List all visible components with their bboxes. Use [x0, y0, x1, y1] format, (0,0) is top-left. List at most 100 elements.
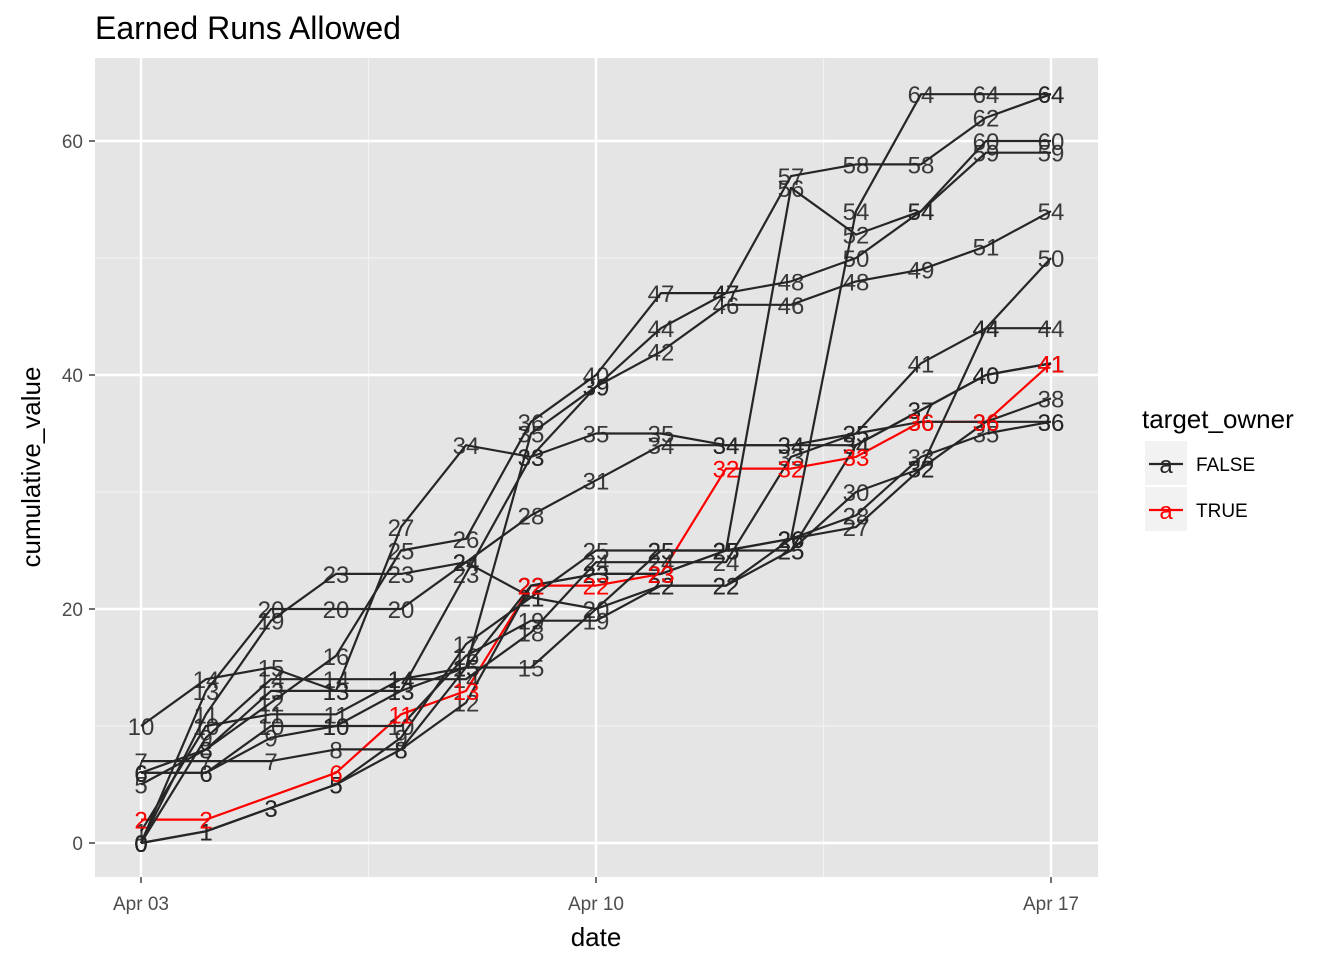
y-tick-label: 0	[72, 834, 83, 855]
point-label: 14	[193, 667, 220, 694]
x-tick-label: Apr 10	[568, 894, 624, 915]
point-label: 54	[1038, 199, 1065, 226]
point-label: 23	[583, 562, 610, 589]
point-label: 26	[778, 527, 805, 554]
point-label: 15	[258, 656, 285, 683]
point-label: 14	[323, 667, 350, 694]
point-label: 25	[648, 539, 675, 566]
point-label: 17	[453, 632, 480, 659]
point-label: 35	[518, 422, 545, 449]
point-label: 25	[388, 539, 415, 566]
point-label: 34	[843, 433, 870, 460]
point-label: 52	[843, 223, 870, 250]
point-label: 28	[843, 503, 870, 530]
point-label: 25	[648, 539, 675, 566]
point-label: 21	[518, 585, 545, 612]
y-tick-label: 60	[62, 132, 83, 153]
point-label: 6	[134, 761, 147, 788]
point-label: 32	[778, 457, 805, 484]
point-label: 25	[713, 539, 740, 566]
point-label: 5	[329, 773, 342, 800]
point-label: 47	[648, 281, 675, 308]
point-label: 35	[648, 422, 675, 449]
point-label: 54	[908, 199, 935, 226]
point-label: 36	[908, 410, 935, 437]
point-label: 24	[713, 550, 740, 577]
point-label: 3	[264, 796, 277, 823]
point-label: 0	[134, 831, 147, 858]
point-label: 50	[1038, 246, 1065, 273]
point-label: 33	[518, 445, 545, 472]
point-label: 26	[778, 527, 805, 554]
point-label: 13	[193, 679, 220, 706]
point-label: 9	[199, 726, 212, 753]
point-label: 13	[388, 679, 415, 706]
point-label: 60	[973, 129, 1000, 156]
series-line-false	[140, 210, 1052, 774]
point-label: 6	[134, 761, 147, 788]
point-label: 6	[199, 761, 212, 788]
y-tick-label: 20	[62, 600, 83, 621]
point-label: 54	[843, 199, 870, 226]
point-label: 36	[973, 410, 1000, 437]
point-label: 0	[134, 831, 147, 858]
point-label: 40	[973, 363, 1000, 390]
point-label: 51	[973, 234, 1000, 261]
point-label: 64	[973, 82, 1000, 109]
point-label: 60	[1038, 129, 1065, 156]
point-label: 7	[264, 749, 277, 776]
point-label: 15	[453, 656, 480, 683]
point-label: 10	[388, 714, 415, 741]
point-label: 25	[778, 539, 805, 566]
x-tick-label: Apr 17	[1023, 894, 1079, 915]
point-label: 32	[908, 457, 935, 484]
point-label: 25	[713, 539, 740, 566]
point-label: 26	[778, 527, 805, 554]
point-label: 20	[258, 597, 285, 624]
point-label: 6	[134, 761, 147, 788]
point-label: 59	[973, 141, 1000, 168]
point-label: 33	[518, 445, 545, 472]
point-label: 14	[258, 667, 285, 694]
point-label: 42	[648, 340, 675, 367]
x-axis: Apr 03 Apr 10 Apr 17	[113, 877, 1079, 915]
point-label: 1	[199, 819, 212, 846]
point-label: 20	[388, 597, 415, 624]
point-label: 24	[453, 550, 480, 577]
point-label: 30	[843, 480, 870, 507]
point-label: 34	[778, 433, 805, 460]
point-label: 25	[713, 539, 740, 566]
point-label: 23	[648, 562, 675, 589]
point-label: 2	[199, 808, 212, 835]
y-tick-label: 40	[62, 366, 83, 387]
point-label: 48	[843, 269, 870, 296]
series-line-false	[140, 151, 1051, 845]
chart-title: Earned Runs Allowed	[95, 10, 401, 46]
point-label: 15	[453, 656, 480, 683]
point-label: 64	[1038, 82, 1065, 109]
point-label: 22	[518, 574, 545, 601]
point-label: 22	[518, 574, 545, 601]
point-label: 44	[648, 316, 675, 343]
point-label: 44	[973, 316, 1000, 343]
point-label: 35	[843, 422, 870, 449]
point-label: 6	[199, 761, 212, 788]
point-label: 32	[713, 457, 740, 484]
point-label: 12	[453, 691, 480, 718]
point-label: 10	[193, 714, 220, 741]
point-label: 13	[323, 679, 350, 706]
point-label: 8	[199, 737, 212, 764]
point-label: 34	[648, 433, 675, 460]
point-label: 50	[843, 246, 870, 273]
point-label: 11	[324, 702, 349, 729]
point-label: 14	[388, 667, 415, 694]
point-label: 33	[778, 445, 805, 472]
point-label: 59	[1038, 141, 1065, 168]
point-label: 25	[778, 539, 805, 566]
point-label: 49	[908, 258, 935, 285]
point-label: 14	[388, 667, 415, 694]
point-label: 35	[973, 422, 1000, 449]
legend: target_owner a FALSE a TRUE	[1142, 404, 1294, 531]
point-label: 8	[329, 737, 342, 764]
